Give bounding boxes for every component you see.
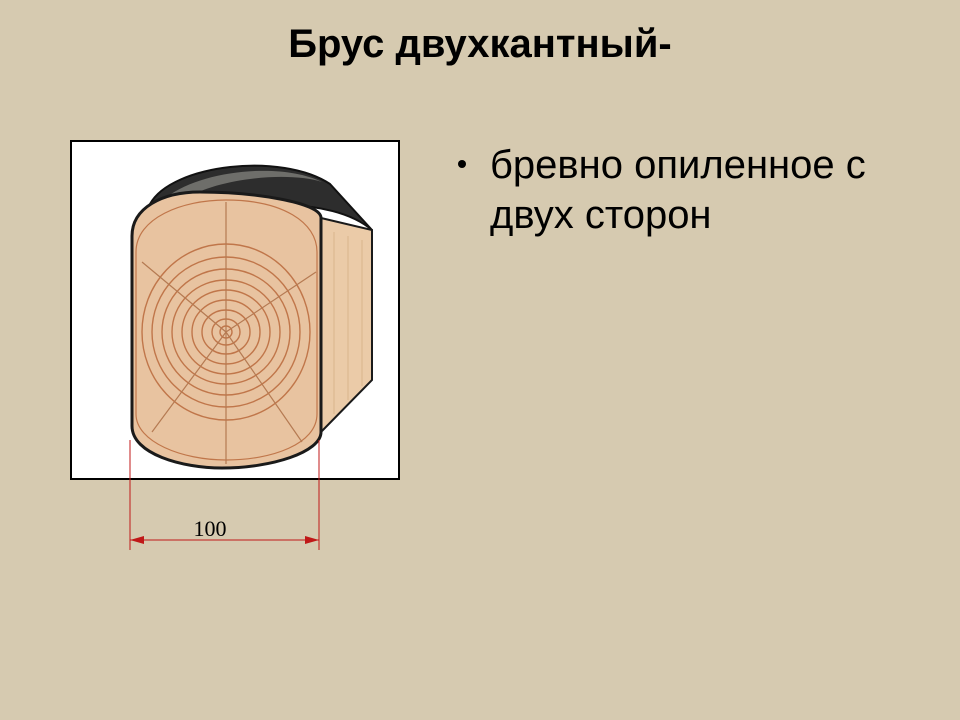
bullet-dot-icon (458, 160, 466, 168)
timber-illustration (72, 142, 398, 478)
slide-content: 100 бревно опиленное с двух сторон (0, 140, 960, 700)
right-sawn-side (321, 218, 372, 432)
bullet-item: бревно опиленное с двух сторон (450, 140, 900, 240)
bullet-area: бревно опиленное с двух сторон (450, 140, 960, 700)
bullet-text: бревно опиленное с двух сторон (490, 140, 900, 240)
figure-area: 100 (0, 140, 450, 700)
figure-frame (70, 140, 400, 480)
dimension-label: 100 (170, 516, 250, 542)
slide-title: Брус двухкантный- (0, 22, 960, 67)
dimension-100 (70, 440, 410, 580)
